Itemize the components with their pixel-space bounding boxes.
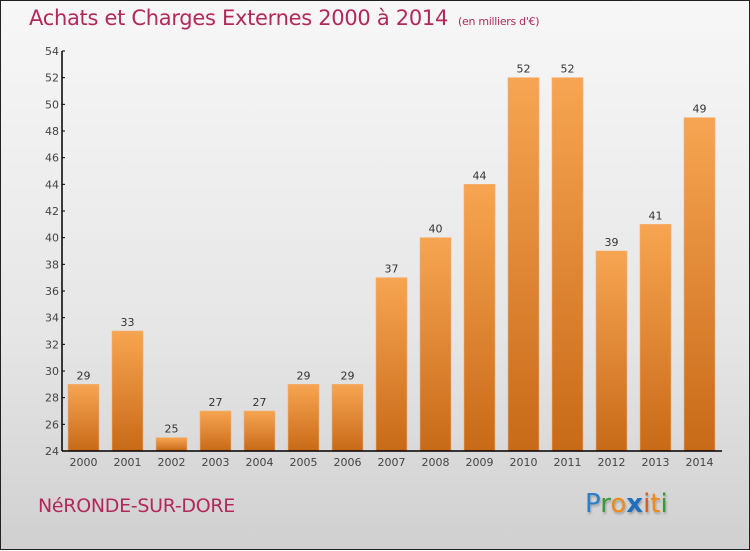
x-tick-label-2012: 2012 [598,456,626,469]
x-tick-label-2003: 2003 [202,456,230,469]
value-label-2002: 25 [165,423,179,436]
chart-title-text: Achats et Charges Externes 2000 à 2014 [29,6,449,30]
logo-letter: o [610,489,627,519]
bar-2011 [551,77,584,452]
value-label-2000: 29 [77,369,91,382]
logo-letter: x [626,489,644,519]
logo-letter: r [600,489,611,519]
bars-group: 29 33 25 27 27 29 29 37 40 44 52 52 39 41 49 [67,63,716,452]
bar-2005 [287,384,320,452]
value-label-2011: 52 [561,63,575,76]
value-label-2005: 29 [297,369,311,382]
x-tick-label-2006: 2006 [334,456,362,469]
value-label-2010: 52 [517,63,531,76]
value-label-2008: 40 [429,223,443,236]
value-label-2014: 49 [693,103,707,116]
bar-2004 [243,410,276,452]
x-tick-label-2005: 2005 [290,456,318,469]
y-tick-label-48: 48 [45,125,59,138]
x-tick-label-2001: 2001 [114,456,142,469]
location-name: NéRONDE-SUR-DORE [38,495,236,517]
bar-2010 [507,77,540,452]
bar-2014 [683,117,716,452]
x-tick-label-2009: 2009 [466,456,494,469]
value-label-2004: 27 [253,396,267,409]
bar-2013 [639,224,672,452]
bar-2002 [155,437,188,452]
y-tick-label-54: 54 [45,45,59,58]
logo-letter: P [585,489,601,519]
x-tick-label-2004: 2004 [246,456,274,469]
value-label-2006: 29 [341,369,355,382]
y-tick-label-50: 50 [45,98,59,111]
value-label-2003: 27 [209,396,223,409]
y-tick-label-44: 44 [45,178,59,191]
y-tick-label-38: 38 [45,258,59,271]
bar-2000 [67,384,100,452]
y-tick-label-40: 40 [45,232,59,245]
value-label-2001: 33 [121,316,135,329]
value-label-2013: 41 [649,209,663,222]
value-label-2009: 44 [473,169,487,182]
axes-group: 2000 2001 2002 2003 2004 2005 2006 2007 2008 2009… [45,45,722,469]
logo-letter: i [660,489,668,519]
x-tick-label-2000: 2000 [70,456,98,469]
x-tick-label-2007: 2007 [378,456,406,469]
logo-letter: i [643,489,651,519]
y-tick-label-30: 30 [45,365,59,378]
y-tick-label-46: 46 [45,152,59,165]
y-tick-label-26: 26 [45,418,59,431]
proxiti-logo[interactable]: Proxiti [585,489,668,519]
bar-2003 [199,410,232,452]
bar-2006 [331,384,364,452]
bar-2012 [595,250,628,452]
x-tick-label-2010: 2010 [510,456,538,469]
x-tick-label-2008: 2008 [422,456,450,469]
chart-subtitle: (en milliers d'€) [458,15,540,28]
x-tick-label-2013: 2013 [642,456,670,469]
bar-2008 [419,237,452,452]
x-tick-label-2011: 2011 [554,456,582,469]
y-tick-label-24: 24 [45,445,59,458]
y-tick-label-32: 32 [45,338,59,351]
y-tick-label-28: 28 [45,392,59,405]
value-label-2007: 37 [385,263,399,276]
value-label-2012: 39 [605,236,619,249]
logo-letter: t [650,489,661,519]
bar-2007 [375,277,408,452]
x-tick-label-2002: 2002 [158,456,186,469]
y-tick-label-42: 42 [45,205,59,218]
y-tick-label-36: 36 [45,285,59,298]
y-tick-label-52: 52 [45,72,59,85]
bar-2009 [463,184,496,452]
bar-2001 [111,330,144,452]
x-tick-label-2014: 2014 [686,456,714,469]
y-tick-label-34: 34 [45,312,59,325]
chart-title: Achats et Charges Externes 2000 à 2014 (e… [29,6,540,30]
